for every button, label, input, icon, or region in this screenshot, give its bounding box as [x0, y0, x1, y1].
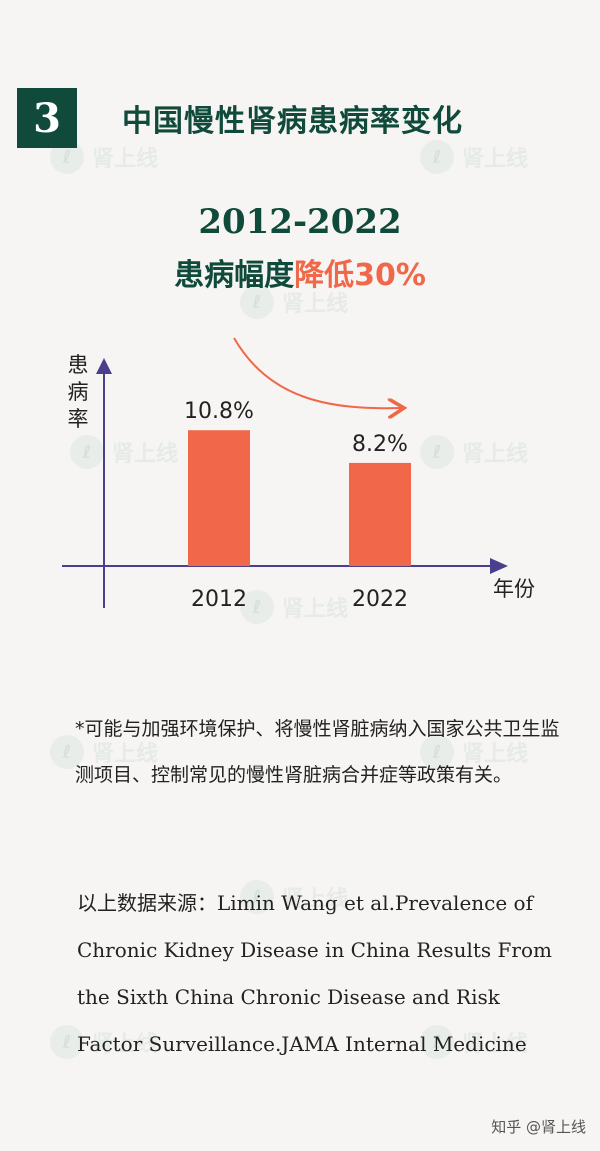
watermark-logo-icon: ℓ — [50, 1025, 84, 1059]
y-axis-label: 患病率 — [68, 353, 89, 431]
x-axis-label: 年份 — [493, 577, 535, 601]
watermark-text: 肾上线 — [92, 147, 159, 172]
watermark: ℓ 肾上线 — [50, 735, 158, 769]
watermark-logo-icon: ℓ — [420, 435, 454, 469]
watermark-text: 肾上线 — [462, 1032, 529, 1057]
watermark-logo-icon: ℓ — [240, 590, 274, 624]
watermark-logo-icon: ℓ — [420, 1025, 454, 1059]
section-number-badge: 3 — [17, 88, 77, 148]
data-label-2022: 8.2% — [352, 432, 408, 457]
watermark: ℓ 肾上线 — [50, 1025, 158, 1059]
x-tick-label-2022: 2022 — [352, 587, 408, 612]
watermark-text: 肾上线 — [462, 742, 529, 767]
watermark-logo-icon: ℓ — [420, 140, 454, 174]
watermark: ℓ 肾上线 — [420, 735, 528, 769]
watermark-text: 肾上线 — [282, 597, 349, 622]
watermark-logo-icon: ℓ — [420, 735, 454, 769]
x-tick-label-2012: 2012 — [191, 587, 247, 612]
watermark: ℓ 肾上线 — [240, 590, 348, 624]
bar-chart: 10.8% 2012 8.2% 2022 患病率 年份 — [62, 337, 535, 612]
watermark-text: 肾上线 — [462, 147, 529, 172]
y-axis-arrow-icon — [96, 358, 112, 374]
headline-highlight: 降低30% — [294, 258, 426, 293]
headline-years: 2012-2022 — [198, 202, 402, 242]
x-axis-arrow-icon — [490, 558, 508, 574]
watermark-logo-icon: ℓ — [240, 880, 274, 914]
watermark-text: 肾上线 — [92, 742, 159, 767]
headline-change: 患病幅度降低30% — [0, 250, 600, 294]
watermark-text: 肾上线 — [282, 887, 349, 912]
headline-prefix: 患病幅度 — [174, 258, 295, 293]
watermark-text: 肾上线 — [92, 1032, 159, 1057]
data-label-2012: 10.8% — [184, 399, 254, 424]
watermark: ℓ 肾上线 — [420, 435, 528, 469]
watermark: ℓ 肾上线 — [240, 880, 348, 914]
policy-note: *可能与加强环境保护、将慢性肾脏病纳入国家公共卫生监测项目、控制常见的慢性肾脏病… — [75, 718, 560, 786]
watermark-logo-icon: ℓ — [240, 285, 274, 319]
watermark-text: 肾上线 — [462, 442, 529, 467]
watermark: ℓ 肾上线 — [70, 435, 178, 469]
watermark: ℓ 肾上线 — [420, 140, 528, 174]
trend-arrow-icon — [233, 337, 402, 408]
bar-2022 — [349, 462, 411, 566]
footer-credit: 知乎 @肾上线 — [491, 1118, 586, 1136]
bar-2012 — [188, 430, 250, 566]
data-source: 以上数据来源：Limin Wang et al.Prevalence of Ch… — [77, 891, 552, 1056]
watermark: ℓ 肾上线 — [240, 285, 348, 319]
page-title: 中国慢性肾病患病率变化 — [122, 104, 463, 139]
watermark: ℓ 肾上线 — [420, 1025, 528, 1059]
watermark-text: 肾上线 — [282, 292, 349, 317]
watermark-text: 肾上线 — [112, 442, 179, 467]
watermark-logo-icon: ℓ — [70, 435, 104, 469]
watermark-logo-icon: ℓ — [50, 735, 84, 769]
